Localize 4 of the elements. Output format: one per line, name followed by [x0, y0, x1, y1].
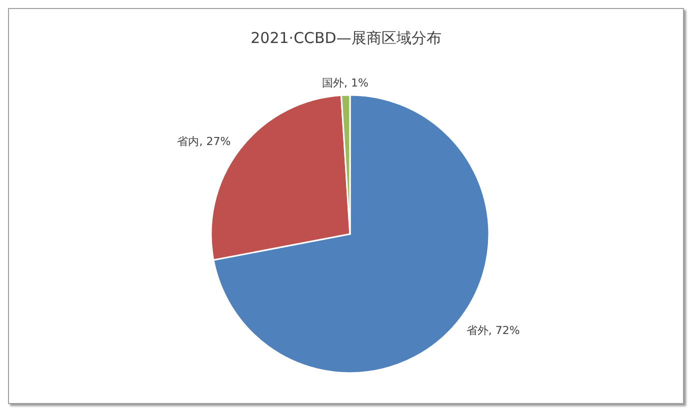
- slice-label: 省外, 72%: [466, 324, 520, 337]
- slice-label: 省内, 27%: [177, 134, 231, 148]
- slice-label: 国外, 1%: [322, 76, 368, 90]
- chart-title: 2021·CCBD—展商区域分布: [250, 29, 442, 48]
